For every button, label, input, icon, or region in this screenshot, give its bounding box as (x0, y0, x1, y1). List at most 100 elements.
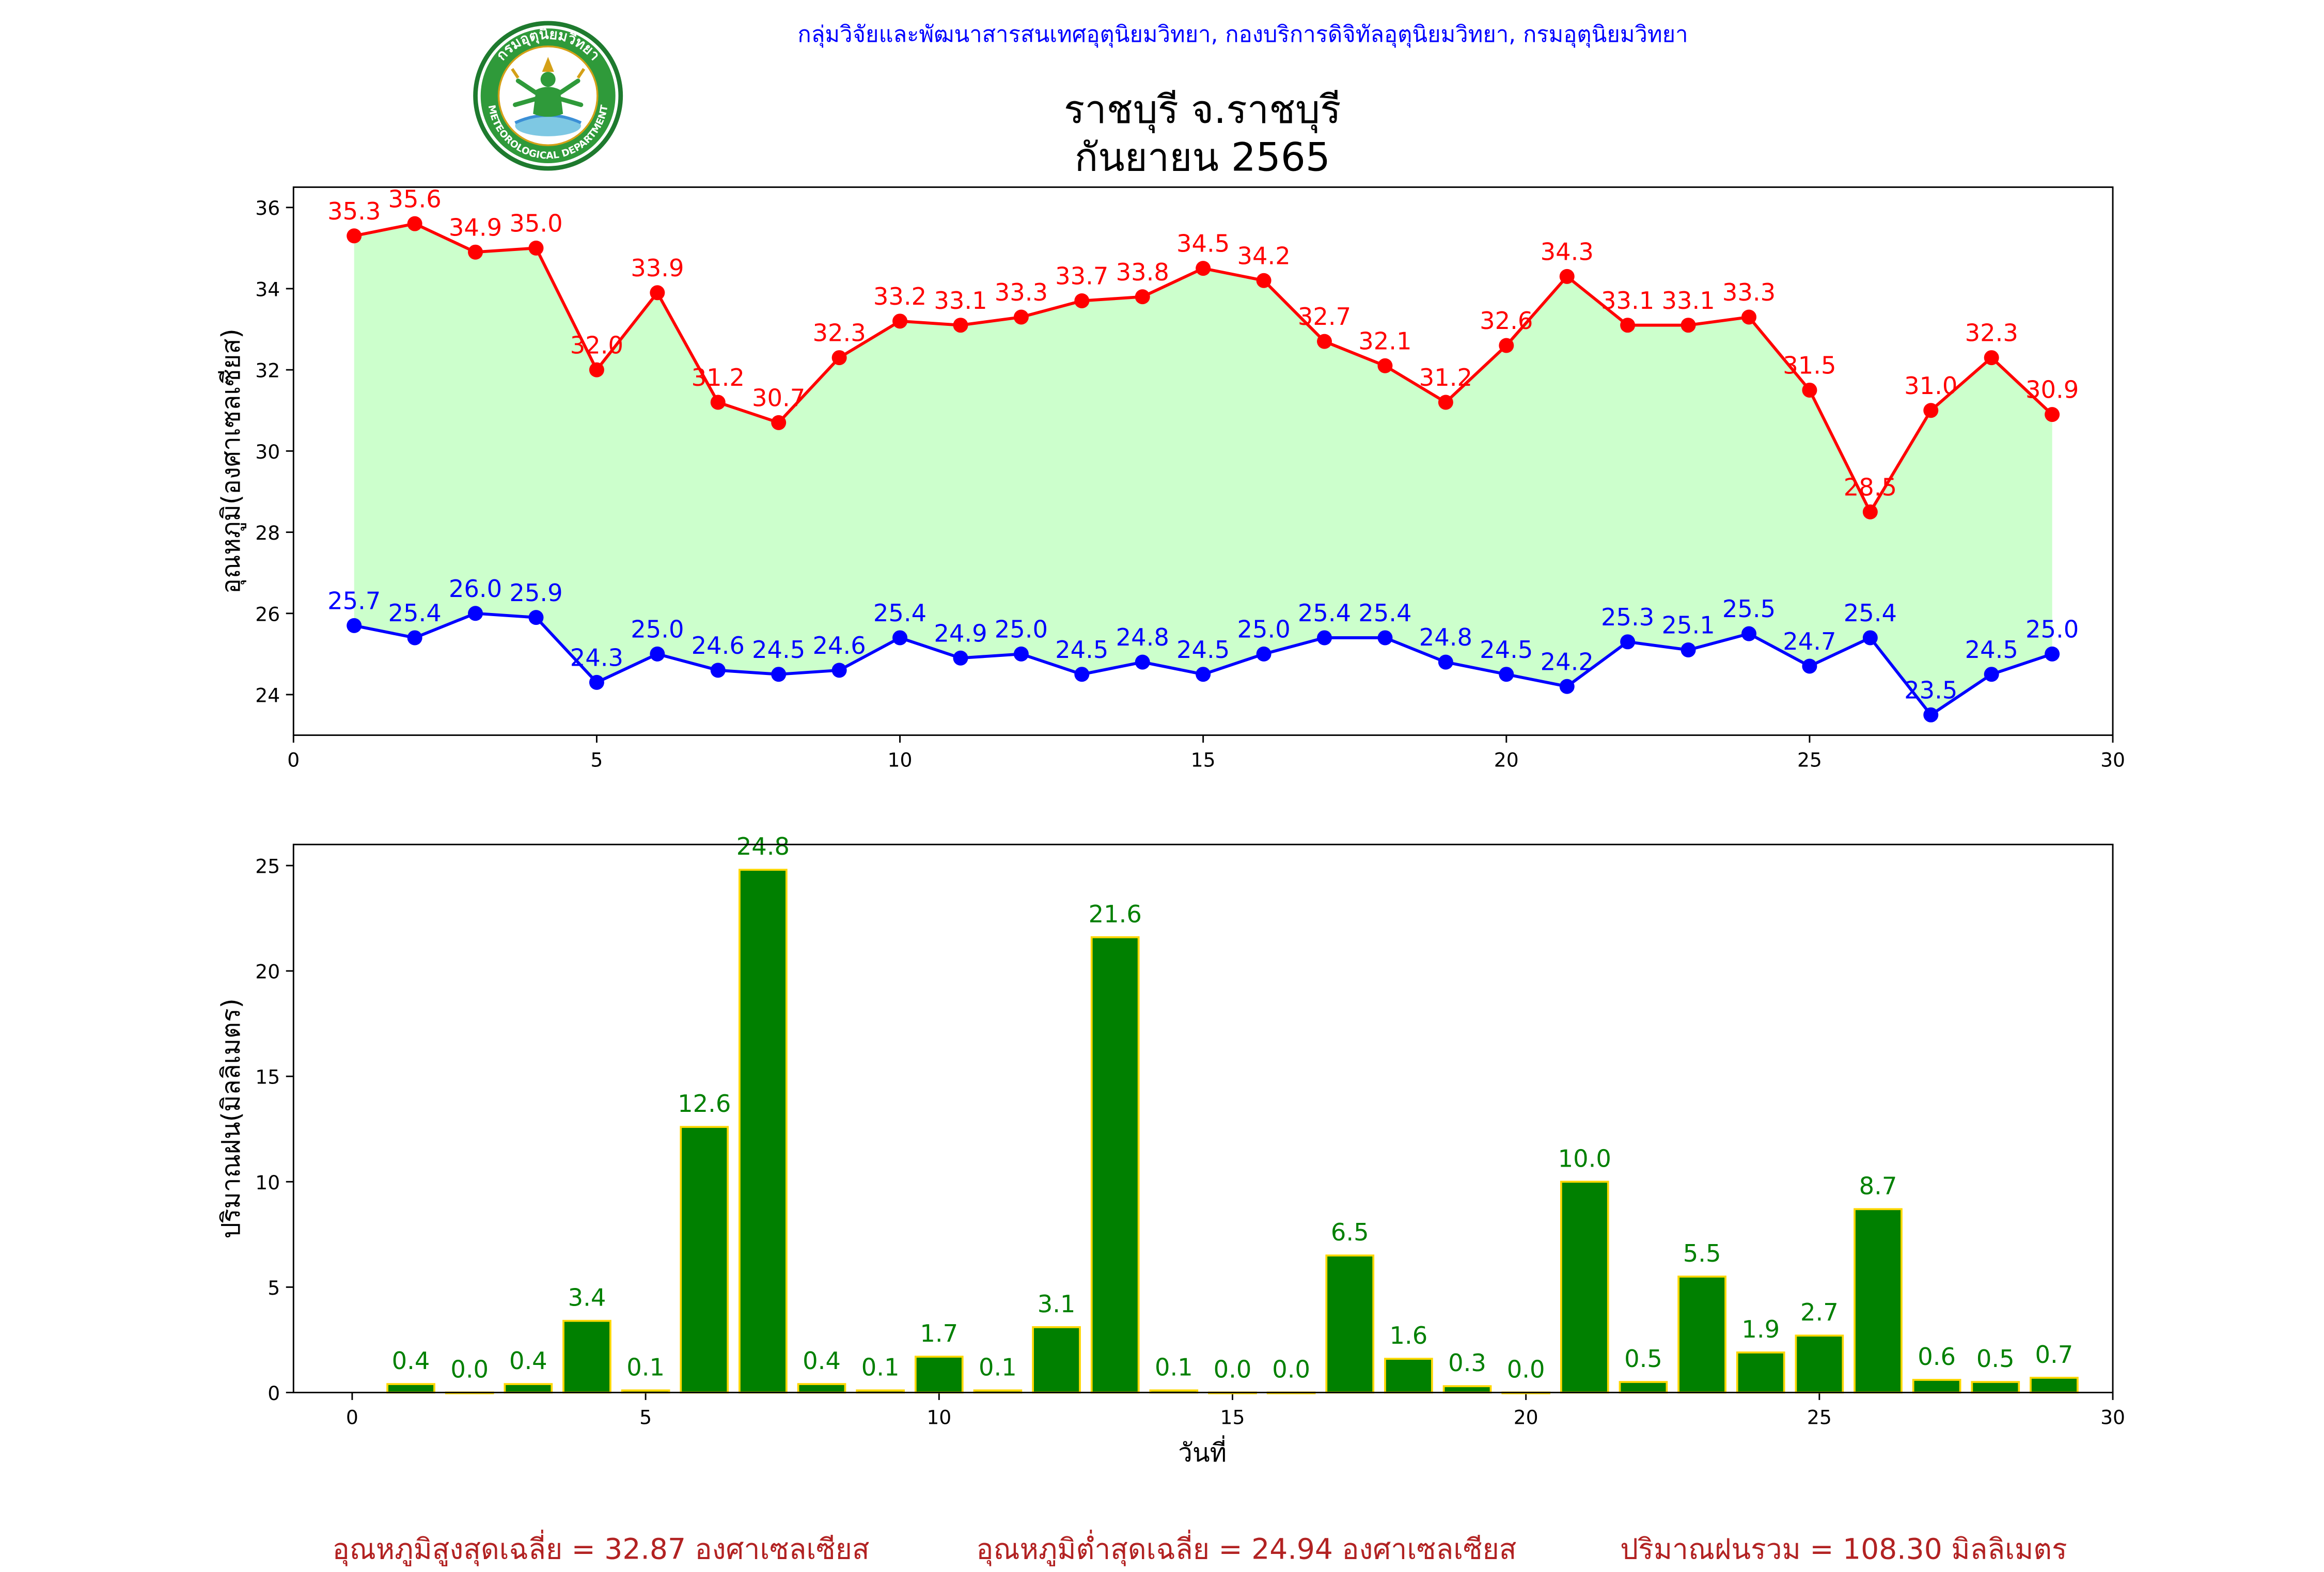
max-temperature-label: 31.2 (692, 364, 745, 391)
rainfall-value-label: 1.7 (920, 1319, 958, 1347)
min-temperature-point (1741, 626, 1756, 641)
max-temperature-label: 33.1 (934, 287, 987, 315)
max-temperature-point (1196, 261, 1211, 276)
max-temperature-point (1135, 289, 1150, 305)
min-temperature-point (468, 606, 483, 621)
min-temperature-label: 25.1 (1661, 611, 1715, 639)
min-temperature-label: 24.6 (812, 632, 866, 659)
max-temperature-label: 32.6 (1480, 307, 1533, 335)
max-temperature-label: 33.7 (1055, 262, 1108, 290)
station-name: ราชบุรี จ.ราชบุรี (1063, 88, 1341, 134)
max-temperature-point (1681, 318, 1696, 333)
rainfall-y-tick-label: 0 (268, 1382, 280, 1405)
rainfall-value-label: 21.6 (1089, 900, 1142, 928)
max-temperature-point (1377, 358, 1393, 373)
rainfall-value-label: 0.1 (979, 1353, 1017, 1381)
total-rainfall: ปริมาณฝนรวม = 108.30 มิลลิเมตร (1620, 1533, 2067, 1566)
min-temperature-point (1196, 667, 1211, 682)
max-temperature-label: 33.3 (995, 278, 1048, 306)
rainfall-bar (2030, 1376, 2079, 1394)
temperature-y-tick-label: 30 (255, 441, 280, 463)
min-temperature-label: 25.7 (327, 587, 381, 615)
min-temperature-label: 24.5 (1965, 636, 2018, 664)
rainfall-bar (797, 1383, 846, 1394)
rainfall-value-label: 1.9 (1741, 1315, 1780, 1343)
rainfall-bar (1912, 1379, 1961, 1394)
rainfall-value-label: 0.5 (1976, 1345, 2015, 1373)
max-temperature-label: 35.3 (327, 197, 381, 225)
temperature-y-tick-label: 32 (255, 359, 280, 382)
rainfall-y-tick-label: 15 (255, 1066, 280, 1089)
rainfall-value-label: 0.0 (1214, 1355, 1252, 1383)
min-temperature-label: 25.3 (1601, 603, 1654, 631)
rainfall-x-tick-label: 10 (927, 1406, 951, 1428)
rainfall-y-tick-label: 10 (255, 1171, 280, 1194)
min-temperature-point (1135, 654, 1150, 670)
max-temperature-point (1074, 293, 1090, 309)
max-temperature-label: 34.3 (1541, 238, 1594, 265)
max-temperature-label: 31.2 (1419, 364, 1472, 391)
max-temperature-label: 30.9 (2025, 376, 2079, 404)
max-temperature-point (650, 285, 665, 301)
min-temperature-point (953, 650, 968, 666)
temperature-chart: 24 26 28 30 32 34 36 0 5 10 15 20 25 30 35.3 35.634.9… (216, 185, 2125, 771)
max-temperature-label: 33.3 (1722, 278, 1776, 306)
rainfall-value-label: 0.1 (861, 1353, 900, 1381)
max-temperature-label: 31.5 (1783, 352, 1836, 380)
min-temperature-point (831, 663, 847, 678)
max-temperature-point (1559, 269, 1575, 284)
rainfall-value-label: 0.6 (1918, 1343, 1956, 1371)
temperature-y-axis: 24 26 28 30 32 34 36 (255, 197, 294, 706)
min-temperature-label: 26.0 (449, 575, 502, 603)
min-temperature-point (1256, 646, 1271, 662)
max-temperature-point (347, 228, 362, 244)
min-temperature-point (771, 667, 787, 682)
temperature-y-label: อุณหภูมิ(องศาเซลเซียส) (216, 328, 246, 593)
avg-max-temperature: อุณหภูมิสูงสุดเฉลี่ย = 32.87 องศาเซลเซีย… (332, 1533, 870, 1566)
rainfall-value-label: 8.7 (1859, 1172, 1897, 1200)
min-temperature-label: 24.6 (692, 632, 745, 659)
max-temperature-point (831, 350, 847, 366)
temperature-x-tick-label: 10 (888, 748, 913, 771)
min-temperature-point (710, 663, 726, 678)
avg-min-temperature: อุณหภูมิต่ำสุดเฉลี่ย = 24.94 องศาเซลเซีย… (976, 1533, 1517, 1566)
rainfall-bar (504, 1383, 553, 1394)
min-temperature-label: 25.4 (1358, 599, 1411, 627)
min-temperature-point (1317, 630, 1332, 646)
temperature-x-tick-label: 5 (590, 748, 603, 771)
min-temperature-label: 23.5 (1904, 676, 1957, 704)
rainfall-value-label: 3.1 (1038, 1290, 1076, 1318)
rainfall-bar (562, 1319, 611, 1394)
rainfall-value-label: 2.7 (1800, 1298, 1839, 1326)
min-temperature-label: 25.9 (509, 579, 562, 607)
min-temperature-label: 25.0 (1237, 616, 1290, 643)
rainfall-bar (1032, 1326, 1081, 1394)
max-temperature-point (953, 318, 968, 333)
min-temperature-label: 24.5 (1480, 636, 1533, 664)
rainfall-bar (1854, 1208, 1903, 1394)
min-temperature-point (1438, 654, 1453, 670)
rainfall-bar (1325, 1254, 1375, 1394)
rainfall-value-label: 0.0 (1272, 1355, 1310, 1383)
temperature-x-tick-label: 0 (287, 748, 300, 771)
max-temperature-point (892, 313, 908, 329)
min-temperature-point (1681, 642, 1696, 658)
min-temperature-label: 25.0 (631, 616, 684, 643)
max-temperature-label: 32.7 (1298, 303, 1351, 331)
rainfall-value-label: 5.5 (1683, 1239, 1721, 1267)
min-temperature-label: 24.5 (752, 636, 805, 664)
min-temperature-label: 24.3 (570, 644, 623, 672)
rainfall-bar (680, 1126, 729, 1394)
max-temperature-point (1256, 273, 1271, 288)
min-temperature-label: 25.4 (1298, 599, 1351, 627)
min-temperature-point (1984, 667, 1999, 682)
max-temperature-point (1620, 318, 1636, 333)
min-temperature-label: 24.8 (1116, 623, 1169, 651)
rainfall-x-tick-label: 5 (639, 1406, 652, 1428)
max-temperature-point (1741, 309, 1756, 325)
rainfall-bar (1090, 936, 1140, 1394)
max-temperature-point (1984, 350, 1999, 366)
rainfall-bar (739, 869, 788, 1394)
min-temperature-point (528, 610, 544, 625)
max-temperature-points: 35.3 35.634.9 35.032.033.931.230.732.333.2… (327, 185, 2079, 520)
